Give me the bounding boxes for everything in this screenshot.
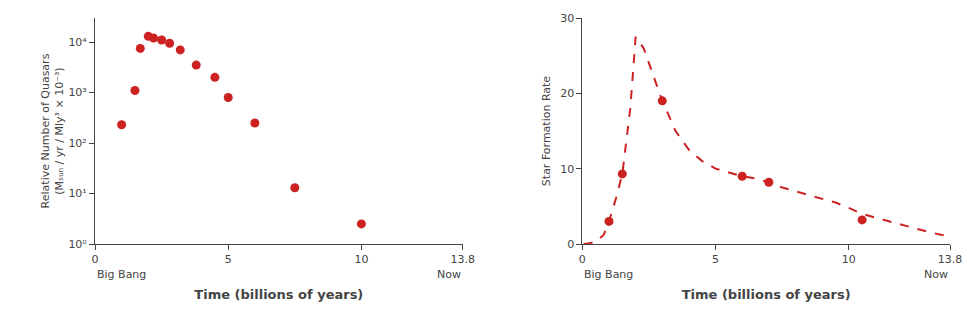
svg-text:10³: 10³ — [68, 86, 86, 99]
svg-text:10²: 10² — [68, 137, 86, 150]
svg-text:Now: Now — [924, 268, 948, 281]
svg-text:13.8: 13.8 — [450, 253, 475, 266]
svg-text:Big Bang: Big Bang — [97, 268, 146, 281]
svg-text:5: 5 — [712, 253, 719, 266]
svg-text:10: 10 — [842, 253, 856, 266]
svg-text:0: 0 — [92, 253, 99, 266]
svg-text:10⁰: 10⁰ — [68, 238, 87, 251]
svg-text:13.8: 13.8 — [938, 253, 963, 266]
svg-text:Relative Number of Quasars(Mₛᵤ: Relative Number of Quasars(Mₛᵤₙ / yr / M… — [39, 53, 66, 208]
svg-text:10¹: 10¹ — [68, 187, 86, 200]
svg-text:30: 30 — [560, 12, 574, 25]
svg-text:Big Bang: Big Bang — [584, 268, 633, 281]
svg-text:5: 5 — [225, 253, 232, 266]
svg-text:10: 10 — [354, 253, 368, 266]
svg-text:Star Formation Rate: Star Formation Rate — [540, 76, 553, 187]
svg-text:Now: Now — [437, 268, 461, 281]
svg-text:10⁴: 10⁴ — [68, 36, 87, 49]
svg-text:10: 10 — [560, 163, 574, 176]
svg-text:Time (billions of years): Time (billions of years) — [194, 287, 363, 302]
svg-text:0: 0 — [567, 238, 574, 251]
svg-text:20: 20 — [560, 87, 574, 100]
svg-text:Time (billions of years): Time (billions of years) — [682, 287, 851, 302]
svg-text:0: 0 — [579, 253, 586, 266]
